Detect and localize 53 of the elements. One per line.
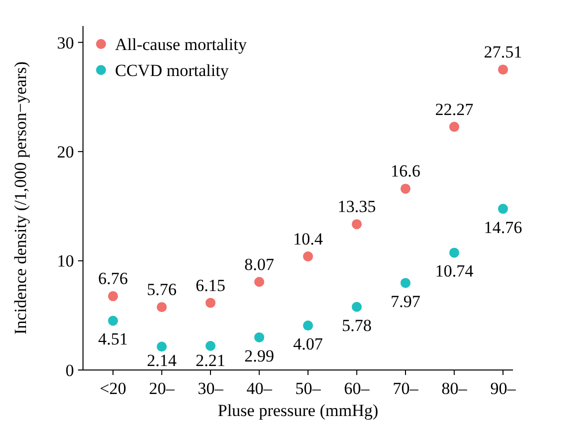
data-label: 13.35 [338,197,376,216]
y-tick-label: 30 [57,33,74,52]
data-label: 16.6 [390,162,420,181]
data-label: 6.76 [98,269,128,288]
y-axis-title: Incidence density (/1,000 person−years) [11,62,30,334]
legend-label: All-cause mortality [115,34,248,54]
point [206,298,216,308]
data-label: 8.07 [244,254,275,274]
point [108,316,118,326]
x-tick-label: 50– [295,379,322,398]
point [449,122,460,132]
data-label: 2.14 [146,351,178,370]
y-tick-label: 20 [57,142,74,162]
x-tick-label: <20 [100,379,126,398]
point [254,276,264,287]
x-tick-label: 20– [149,379,175,398]
data-label: 22.27 [435,100,474,119]
data-label: 7.97 [390,292,421,311]
point [449,248,460,258]
data-label: 2.21 [196,351,226,370]
point [108,291,118,302]
data-label: 6.15 [196,276,226,295]
point [206,340,216,351]
data-label: 10.74 [435,262,474,281]
x-axis-title: Pluse pressure (mmHg) [218,401,378,420]
point [498,64,508,75]
point [352,219,362,230]
point [352,302,362,312]
data-label: 2.99 [244,346,274,366]
data-label: 5.78 [342,316,372,335]
data-label: 5.76 [146,280,177,300]
x-tick-label: 40– [246,379,272,398]
point [254,332,264,342]
x-tick-label: 70– [392,379,419,398]
point [400,184,410,194]
data-label: 10.4 [293,229,324,248]
x-tick-label: 90– [490,379,516,398]
x-tick-label: 30– [198,379,224,398]
data-label: 14.76 [484,218,522,237]
y-tick-label: 10 [57,252,74,271]
x-tick-label: 80– [442,379,468,398]
data-label: 27.51 [484,42,522,62]
point [400,278,410,288]
point [303,320,313,331]
point [156,302,167,312]
point [498,204,508,214]
data-label: 4.51 [98,330,128,349]
legend-label: CCVD mortality [115,60,230,80]
x-tick-label: 60– [344,379,370,398]
y-tick-label: 0 [66,360,74,380]
point [156,342,167,352]
point [303,251,313,262]
data-label: 4.07 [293,334,324,354]
